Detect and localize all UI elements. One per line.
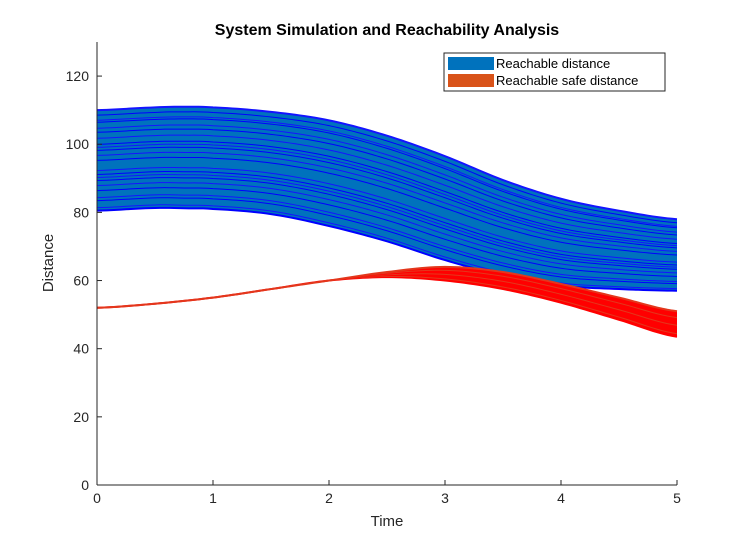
trajectory-line — [96, 156, 678, 256]
axes: 0 1 2 3 4 5 0 20 40 60 80 100 120 — [66, 42, 681, 506]
y-axis-label: Distance — [40, 234, 57, 292]
trajectory-line — [96, 187, 678, 277]
series-reachable-distance — [96, 105, 678, 292]
y-tick-label: 0 — [81, 477, 89, 493]
x-tick-label: 2 — [325, 490, 333, 506]
chart-title: System Simulation and Reachability Analy… — [215, 22, 560, 39]
trajectory-line — [96, 174, 678, 268]
x-tick-label: 4 — [557, 490, 565, 506]
series-reachable-safe-distance — [96, 265, 678, 338]
trajectory-line — [96, 194, 678, 282]
x-tick-label: 1 — [209, 490, 217, 506]
legend-label: Reachable distance — [496, 56, 610, 71]
legend-swatch — [448, 74, 494, 87]
trajectory-line — [96, 128, 678, 236]
trajectory-line — [96, 177, 678, 270]
trajectory-line — [96, 197, 678, 285]
trajectory-line — [96, 124, 678, 233]
trajectory-line — [96, 182, 678, 274]
trajectory-line — [96, 105, 678, 221]
trajectory-line — [96, 111, 678, 224]
trajectory-line — [96, 118, 678, 229]
trajectory-line — [96, 167, 678, 263]
legend: Reachable distance Reachable safe distanc… — [443, 52, 666, 92]
y-tick-label: 120 — [66, 68, 90, 84]
plot-area — [96, 105, 678, 338]
x-axis-label: Time — [371, 513, 404, 530]
y-tick-label: 80 — [73, 204, 89, 220]
trajectory-line — [96, 146, 678, 249]
y-tick-label: 40 — [73, 341, 89, 357]
x-tick-label: 0 — [93, 490, 101, 506]
x-tick-label: 5 — [673, 490, 681, 506]
trajectory-line — [96, 134, 678, 240]
trajectory-line — [96, 116, 678, 227]
trajectory-line — [96, 204, 678, 290]
trajectory-line — [96, 143, 678, 247]
y-tick-label: 100 — [66, 136, 90, 152]
trajectory-line — [96, 265, 678, 313]
trajectory-line — [96, 140, 678, 245]
trajectory-line — [96, 151, 678, 252]
trajectory-line — [96, 171, 678, 266]
x-tick-label: 3 — [441, 490, 449, 506]
y-tick-label: 20 — [73, 409, 89, 425]
legend-swatch — [448, 57, 494, 70]
y-tick-label: 60 — [73, 273, 89, 289]
legend-label: Reachable safe distance — [496, 73, 638, 88]
